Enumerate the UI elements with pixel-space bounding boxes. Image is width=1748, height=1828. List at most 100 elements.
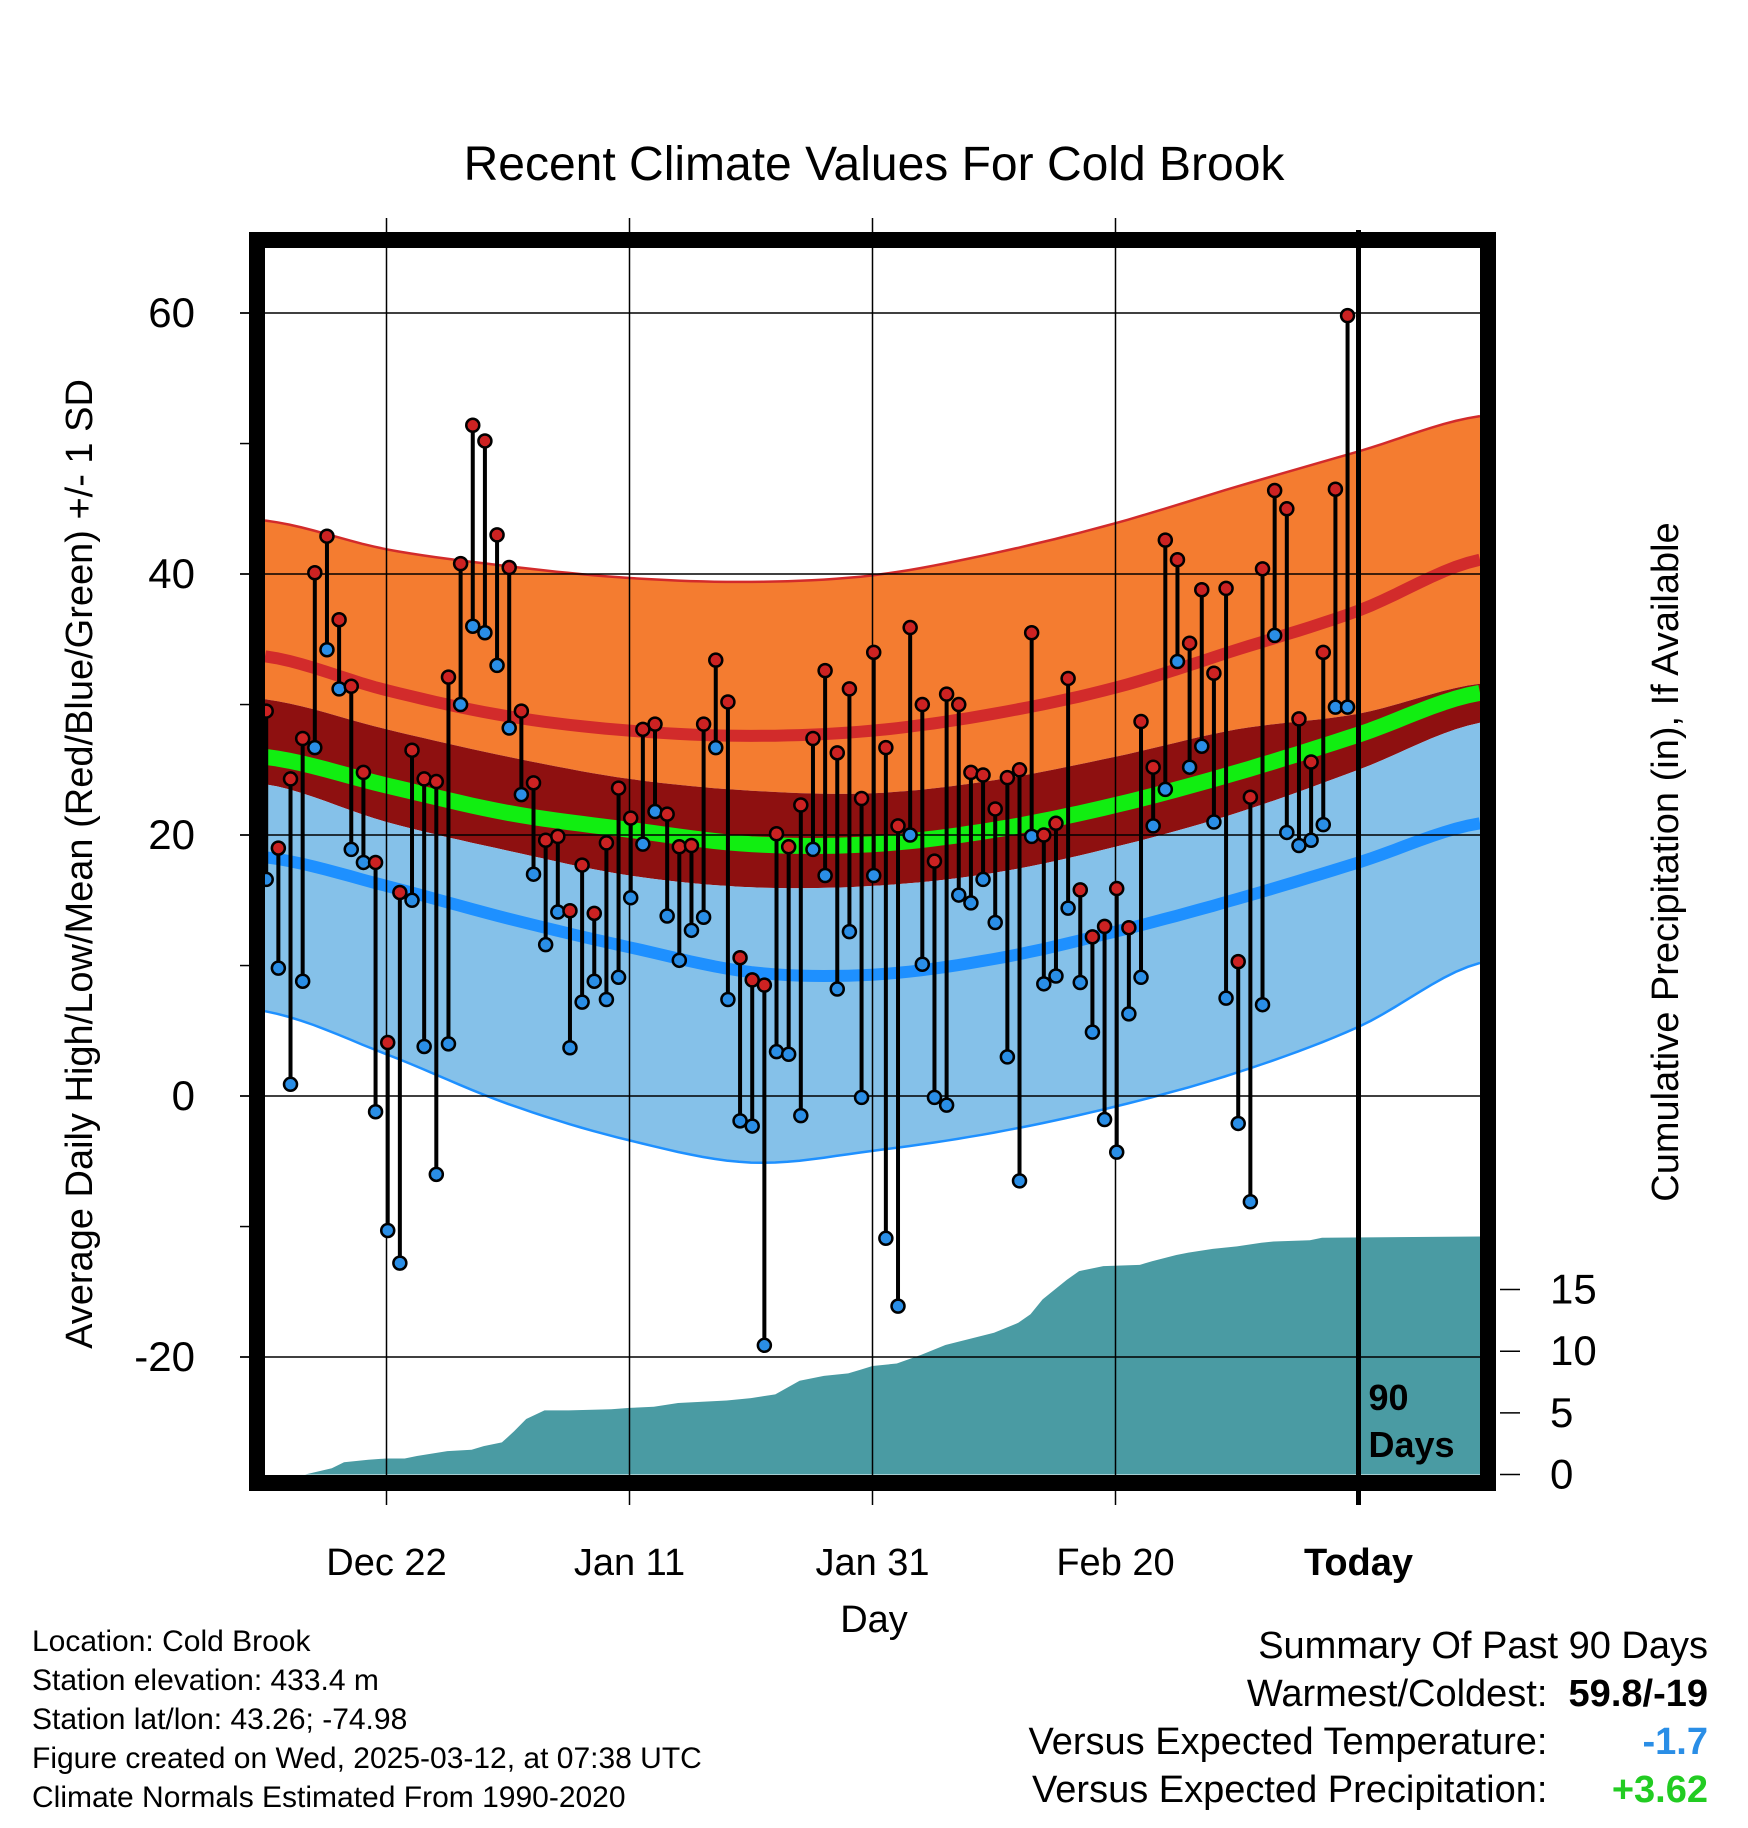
x-tick-label: Jan 31 [815,1542,929,1584]
y-tick-label-right: 5 [1550,1389,1573,1436]
low-point [610,969,627,986]
high-point [294,730,311,747]
low-point [793,1107,809,1124]
high-point [1036,827,1052,843]
axes: -20 0 20 40 60 0 5 10 15 Dec 22 Jan 11 Jan 31 Feb 20… [134,232,1597,1584]
grid-lines [240,218,1480,1505]
temp-value: -1.7 [1642,1721,1708,1763]
high-point [780,839,797,855]
high-point [440,669,457,685]
low-point [1194,738,1210,755]
low-point [1230,1115,1246,1132]
high-point [1181,635,1198,651]
high-point [951,696,967,713]
low-point [1108,1144,1125,1160]
location-text: Location: Cold Brook [32,1625,311,1658]
high-point [489,527,505,543]
precip-area [305,1236,1481,1475]
low-point [647,803,663,820]
elevation-text: Station elevation: 433.4 m [32,1664,379,1697]
high-point [1279,501,1295,517]
high-point [890,818,906,834]
high-point [525,775,542,791]
high-point [1121,919,1137,936]
high-point [878,739,894,756]
high-point [331,611,347,628]
high-point [829,745,846,761]
low-point [1133,969,1149,986]
low-point [1084,1024,1101,1040]
high-point [1011,762,1028,778]
y-tick-label-left: 0 [172,1072,195,1119]
low-point [902,827,918,843]
low-point [525,866,542,882]
low-point [975,871,991,888]
low-point [829,981,846,997]
y-tick-label-left: 20 [148,811,195,858]
low-point [878,1230,894,1247]
high-point [416,771,432,787]
low-point [708,739,724,756]
latlon-text: Station lat/lon: 43.26; -74.98 [32,1703,408,1736]
high-point [598,835,615,851]
low-point [428,1166,445,1183]
high-point [1023,625,1040,641]
low-point [586,973,603,989]
high-point [914,696,931,713]
low-point [562,1040,578,1056]
low-point [452,696,469,713]
low-point [1169,653,1186,670]
low-point [1339,699,1356,715]
high-point [1266,482,1283,499]
high-point [1072,882,1089,898]
high-point [477,433,493,449]
daily-temperature-bars [258,307,1356,1354]
y-axis-label-right: Cumulative Precipitation (in), If Availa… [1645,522,1687,1201]
low-point [477,625,493,641]
low-point [744,1118,760,1134]
high-point [307,564,323,581]
low-point [294,973,311,989]
low-point [853,1089,870,1106]
low-point [331,681,347,697]
high-point [622,810,639,826]
low-point [756,1337,773,1354]
high-point [938,686,955,702]
low-point [963,895,979,911]
low-point [1072,974,1089,991]
x-axis-label: Day [840,1599,908,1641]
low-point [987,914,1003,931]
high-point [1242,789,1259,805]
low-point [1036,976,1052,992]
high-point [319,528,335,544]
low-point [841,923,858,940]
low-point [1157,781,1174,798]
low-point [1242,1194,1259,1210]
high-point [975,767,991,783]
high-point [1254,561,1271,577]
low-point [659,908,675,924]
low-point [865,867,882,884]
high-point [963,764,979,781]
high-point [647,716,663,732]
high-point [732,949,748,966]
low-point [695,909,712,926]
high-point [550,828,566,845]
low-point [307,739,323,756]
high-point [355,764,372,781]
high-point [793,797,809,813]
high-point [428,773,445,790]
high-point [817,662,833,679]
low-point [671,952,688,969]
low-point [1303,832,1319,849]
x-tick-label: Today [1304,1542,1413,1584]
high-point [720,694,736,710]
y-tick-label-left: 60 [148,289,195,336]
mean-sd-band [265,683,1480,889]
high-point [768,825,785,842]
low-point [1218,990,1234,1006]
high-point [1157,532,1174,548]
precip-label: Versus Expected Precipitation: [1032,1769,1548,1811]
summary-temp-row: Versus Expected Temperature: -1.7 [1029,1718,1708,1766]
high-point [853,790,870,807]
